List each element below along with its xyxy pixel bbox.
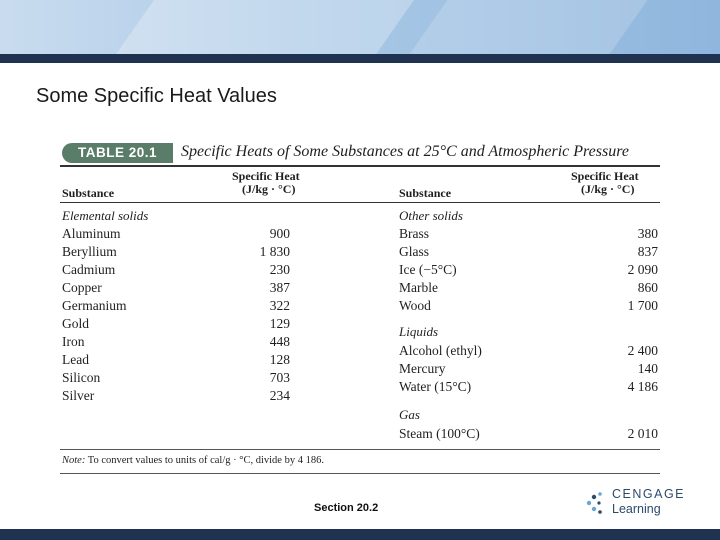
specific-heat-value: 230 bbox=[269, 262, 290, 277]
substance-name: Glass bbox=[399, 244, 429, 259]
table-bottom-rule bbox=[60, 449, 660, 450]
col-header-substance-right: Substance bbox=[399, 186, 452, 200]
substance-name: Aluminum bbox=[62, 226, 121, 241]
specific-heat-value: 128 bbox=[269, 352, 290, 367]
header-banner bbox=[0, 0, 720, 54]
specific-heat-table: TABLE 20.1 Specific Heats of Some Substa… bbox=[60, 140, 662, 474]
category-other-solids: Other solids bbox=[399, 208, 463, 223]
category-label: Elemental solids bbox=[60, 207, 360, 225]
substance-name: Brass bbox=[399, 226, 429, 241]
table-row: Alcohol (ethyl) 2 400 bbox=[397, 342, 660, 360]
header-stripe bbox=[0, 54, 720, 63]
table-row: Silver 234 bbox=[60, 387, 360, 405]
substance-name: Steam (100°C) bbox=[399, 426, 480, 441]
substance-name: Silver bbox=[62, 388, 95, 403]
note-text: To convert values to units of cal/g · °C… bbox=[87, 455, 324, 466]
table-row: Marble 860 bbox=[397, 279, 660, 297]
table-row: Lead 128 bbox=[60, 351, 360, 369]
table-row: Iron 448 bbox=[60, 333, 360, 351]
table-row: Copper 387 bbox=[60, 279, 360, 297]
table-caption: Specific Heats of Some Substances at 25°… bbox=[181, 143, 629, 160]
substance-name: Ice (−5°C) bbox=[399, 262, 457, 277]
substance-name: Mercury bbox=[399, 361, 446, 376]
banner-decoration bbox=[391, 0, 669, 54]
substance-name: Lead bbox=[62, 352, 89, 367]
specific-heat-value: 2 400 bbox=[627, 343, 658, 358]
specific-heat-value: 860 bbox=[637, 280, 658, 295]
specific-heat-value: 703 bbox=[269, 370, 290, 385]
substance-name: Marble bbox=[399, 280, 438, 295]
table-row: Gold 129 bbox=[60, 315, 360, 333]
specific-heat-value: 2 090 bbox=[627, 262, 658, 277]
category-liquids: Liquids bbox=[399, 324, 439, 339]
substance-name: Water (15°C) bbox=[399, 379, 472, 394]
category-elemental-solids: Elemental solids bbox=[62, 208, 149, 223]
table-row: Glass 837 bbox=[397, 243, 660, 261]
specific-heat-value: 448 bbox=[269, 334, 290, 349]
specific-heat-value: 900 bbox=[269, 226, 290, 241]
specific-heat-value: 129 bbox=[269, 316, 290, 331]
specific-heat-value: 1 830 bbox=[259, 244, 290, 259]
substance-name: Iron bbox=[62, 334, 85, 349]
logo-text-cengage: CENGAGE bbox=[612, 487, 686, 501]
table-row: Mercury 140 bbox=[397, 360, 660, 378]
table-top-rule bbox=[60, 165, 660, 167]
cengage-logo: CENGAGE Learning bbox=[584, 485, 694, 519]
specific-heat-value: 2 010 bbox=[627, 426, 658, 441]
table-number-badge: TABLE 20.1 bbox=[62, 143, 173, 163]
specific-heat-value: 140 bbox=[637, 361, 658, 376]
category-gas: Gas bbox=[399, 407, 420, 422]
banner-decoration bbox=[97, 0, 443, 54]
category-label: Gas bbox=[397, 406, 660, 424]
specific-heat-value: 387 bbox=[269, 280, 290, 295]
col-header-heat-left-2: (J/kg · °C) bbox=[242, 182, 296, 196]
table-row: Aluminum 900 bbox=[60, 225, 360, 243]
logo-dots-icon bbox=[586, 492, 602, 514]
col-header-heat-left-1: Specific Heat bbox=[232, 169, 300, 183]
table-note: Note: To convert values to units of cal/… bbox=[62, 455, 324, 466]
table-row: Water (15°C) 4 186 bbox=[397, 378, 660, 396]
specific-heat-value: 380 bbox=[637, 226, 658, 241]
table-row: Wood 1 700 bbox=[397, 297, 660, 315]
footer-bar bbox=[0, 529, 720, 540]
substance-name: Beryllium bbox=[62, 244, 117, 259]
specific-heat-value: 4 186 bbox=[627, 379, 658, 394]
table-row: Steam (100°C) 2 010 bbox=[397, 425, 660, 443]
substance-name: Wood bbox=[399, 298, 431, 313]
table-header: TABLE 20.1 Specific Heats of Some Substa… bbox=[60, 140, 662, 166]
table-row: Cadmium 230 bbox=[60, 261, 360, 279]
substance-name: Silicon bbox=[62, 370, 101, 385]
col-header-heat-right-1: Specific Heat bbox=[571, 169, 639, 183]
table-row: Brass 380 bbox=[397, 225, 660, 243]
slide-title: Some Specific Heat Values bbox=[36, 85, 277, 107]
col-header-heat-right-2: (J/kg · °C) bbox=[581, 182, 635, 196]
column-headers: Substance Specific Heat (J/kg · °C) Subs… bbox=[60, 170, 660, 203]
substance-name: Alcohol (ethyl) bbox=[399, 343, 482, 358]
table-row: Germanium 322 bbox=[60, 297, 360, 315]
specific-heat-value: 234 bbox=[269, 388, 290, 403]
substance-name: Copper bbox=[62, 280, 102, 295]
substance-name: Cadmium bbox=[62, 262, 116, 277]
category-label: Liquids bbox=[397, 323, 660, 341]
substance-name: Germanium bbox=[62, 298, 127, 313]
category-label: Other solids bbox=[397, 207, 660, 225]
specific-heat-value: 322 bbox=[269, 298, 290, 313]
table-row: Ice (−5°C) 2 090 bbox=[397, 261, 660, 279]
table-row: Silicon 703 bbox=[60, 369, 360, 387]
logo-text-learning: Learning bbox=[612, 502, 661, 516]
col-header-substance-left: Substance bbox=[62, 186, 115, 200]
substance-name: Gold bbox=[62, 316, 89, 331]
section-label: Section 20.2 bbox=[314, 502, 379, 514]
specific-heat-value: 837 bbox=[637, 244, 658, 259]
specific-heat-value: 1 700 bbox=[627, 298, 658, 313]
table-row: Beryllium 1 830 bbox=[60, 243, 360, 261]
note-label: Note: bbox=[62, 455, 86, 466]
table-end-rule bbox=[60, 473, 660, 474]
